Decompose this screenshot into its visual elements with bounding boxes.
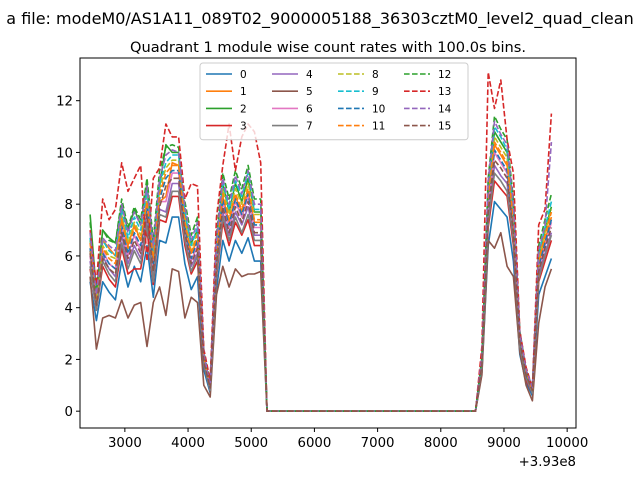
plot-frame	[79, 57, 577, 429]
legend-label-10: 10	[372, 103, 385, 115]
x-tick-label: 4000	[171, 436, 205, 451]
legend-label-11: 11	[372, 121, 385, 133]
legend-label-13: 13	[438, 86, 451, 98]
y-tick-label: 6	[65, 250, 73, 265]
legend-label-2: 2	[240, 103, 247, 115]
series-line-15	[89, 159, 553, 413]
x-tick-label: 3000	[108, 436, 142, 451]
x-tick-label: 8000	[424, 436, 458, 451]
x-tick-label: 9000	[487, 436, 521, 451]
legend-label-15: 15	[438, 121, 451, 133]
y-tick-label: 10	[56, 146, 73, 161]
x-tick-label: 10000	[546, 436, 588, 451]
legend-frame	[199, 62, 469, 141]
y-tick-label: 8	[65, 198, 73, 213]
series-layer	[89, 71, 553, 413]
y-tick-label: 4	[65, 302, 73, 317]
chart-title: Quadrant 1 module wise count rates with …	[130, 39, 526, 56]
x-offset-label: +3.93e8	[519, 455, 576, 470]
legend-label-7: 7	[306, 121, 313, 133]
legend-label-1: 1	[240, 86, 247, 98]
x-axis: 3000 4000 5000 6000 7000 8000 9000 10000	[108, 428, 588, 451]
legend-label-3: 3	[240, 121, 247, 133]
y-tick-label: 2	[65, 353, 73, 368]
legend-label-6: 6	[306, 103, 313, 115]
y-axis: 0 2 4 6 8 10 12	[56, 95, 80, 420]
legend-label-8: 8	[372, 69, 379, 81]
x-tick-label: 7000	[361, 436, 395, 451]
legend-label-0: 0	[240, 69, 247, 81]
legend-label-12: 12	[438, 69, 451, 81]
x-tick-label: 6000	[297, 436, 331, 451]
legend-label-9: 9	[372, 86, 379, 98]
y-tick-label: 0	[65, 405, 73, 420]
plot-area: 3000 4000 5000 6000 7000 8000 9000 10000 0 2 4 6 8 1…	[56, 57, 588, 470]
x-tick-label: 5000	[234, 436, 268, 451]
y-tick-label: 12	[56, 95, 73, 110]
figure-suptitle: a file: modeM0/AS1A11_089T02_9000005188_…	[6, 9, 633, 29]
legend-label-5: 5	[306, 86, 313, 98]
legend-label-14: 14	[438, 103, 452, 115]
legend-label-4: 4	[306, 69, 313, 81]
